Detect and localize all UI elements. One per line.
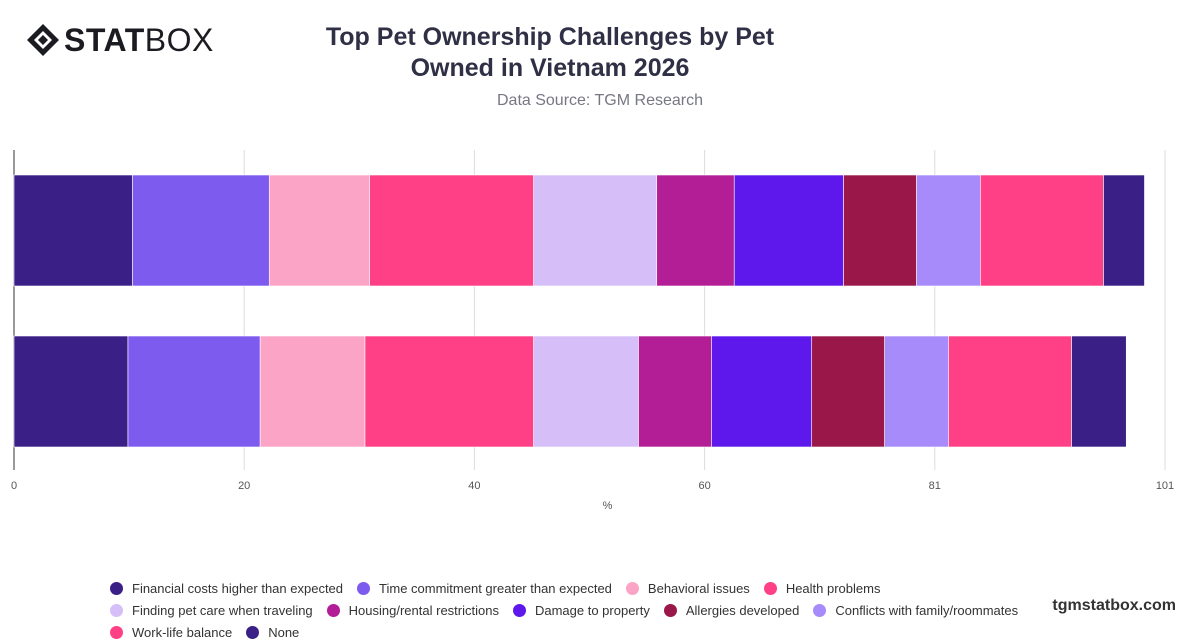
legend-swatch: [512, 603, 526, 617]
legend-label: Financial costs higher than expected: [132, 580, 344, 596]
bar-segment[interactable]: [533, 335, 639, 448]
legend-swatch: [110, 603, 123, 617]
x-axis-label: %: [603, 500, 613, 512]
bar-segment[interactable]: [843, 174, 917, 287]
bar-segment[interactable]: [980, 174, 1104, 287]
legend-item[interactable]: Housing/rental restrictions: [326, 602, 499, 618]
legend-item[interactable]: Allergies developed: [663, 602, 800, 618]
legend-item[interactable]: Finding pet care when traveling: [110, 602, 313, 618]
x-axis-ticks: 0 20 40 60 81 101: [11, 480, 1174, 492]
legend-swatch: [326, 603, 340, 617]
x-tick-label: 81: [929, 480, 941, 492]
legend-label: Allergies developed: [685, 602, 800, 618]
statbox-diamond-icon: [27, 24, 59, 56]
bar-segment[interactable]: [916, 174, 981, 287]
bar-segment[interactable]: [132, 174, 270, 287]
bar-segment[interactable]: [1071, 335, 1127, 448]
legend-item[interactable]: Time commitment greater than expected: [357, 580, 612, 596]
bar-segment[interactable]: [13, 174, 133, 287]
bar-segment[interactable]: [364, 335, 534, 448]
bar-segment[interactable]: [733, 174, 844, 287]
bars: [13, 174, 1145, 448]
statbox-logo: STATBOX: [26, 22, 214, 58]
legend-swatch: [663, 603, 677, 617]
x-tick-label: 40: [468, 480, 480, 492]
bar-segment[interactable]: [259, 335, 366, 448]
chart-subtitle: Data Source: TGM Research: [496, 92, 703, 109]
legend-item[interactable]: Work-life balance: [110, 624, 232, 640]
bar-segment[interactable]: [369, 174, 534, 287]
legend-item[interactable]: Conflicts with family/roommates: [813, 602, 1018, 618]
legend-item[interactable]: Financial costs higher than expected: [110, 580, 343, 596]
bar-segment[interactable]: [811, 335, 885, 448]
x-tick-label: 60: [698, 480, 710, 492]
x-tick-label: 20: [238, 480, 250, 492]
legend-label: Finding pet care when traveling: [132, 602, 313, 618]
logo-wordmark-bold: STAT: [64, 22, 145, 58]
legend-label: Behavioral issues: [647, 580, 750, 596]
legend-label: Health problems: [785, 580, 881, 596]
legend-swatch: [357, 581, 371, 595]
legend-label: Damage to property: [534, 602, 650, 618]
stacked-bar-chart: 0 20 40 60 81 101 %: [11, 150, 1174, 512]
bar-segment[interactable]: [533, 174, 658, 287]
bar-segment[interactable]: [638, 335, 712, 448]
legend-swatch: [110, 625, 123, 639]
x-tick-label: 0: [11, 480, 17, 492]
bar-segment[interactable]: [127, 335, 261, 448]
legend-label: None: [268, 624, 300, 640]
legend-swatch: [763, 581, 777, 595]
legend-label: Time commitment greater than expected: [379, 580, 612, 596]
chart-title: Top Pet Ownership Challenges by Pet Owne…: [325, 23, 775, 82]
bar-segment[interactable]: [268, 174, 370, 287]
legend-item[interactable]: Damage to property: [512, 602, 650, 618]
legend-label: Work-life balance: [132, 624, 233, 640]
watermark: tgmstatbox.com: [1052, 597, 1176, 614]
logo-wordmark-light: BOX: [144, 22, 214, 58]
legend-label: Conflicts with family/roommates: [835, 602, 1019, 618]
legend-swatch: [625, 581, 639, 595]
legend-item[interactable]: Health problems: [763, 580, 881, 596]
legend-label: Housing/rental restrictions: [348, 602, 499, 618]
bar-segment[interactable]: [13, 335, 129, 448]
legend-swatch: [246, 625, 260, 639]
legend-swatch: [110, 581, 123, 595]
bar-segment[interactable]: [884, 335, 949, 448]
bar-segment[interactable]: [711, 335, 813, 448]
legend-swatch: [813, 603, 827, 617]
logo-wordmark: STATBOX: [64, 22, 214, 58]
x-tick-label: 101: [1156, 480, 1174, 492]
bar-segment[interactable]: [948, 335, 1072, 448]
bar-segment[interactable]: [656, 174, 735, 287]
bar-segment[interactable]: [1103, 174, 1145, 287]
legend-item[interactable]: None: [246, 624, 299, 640]
legend: Financial costs higher than expected Time…: [110, 580, 1100, 640]
legend-item[interactable]: Behavioral issues: [625, 580, 750, 596]
